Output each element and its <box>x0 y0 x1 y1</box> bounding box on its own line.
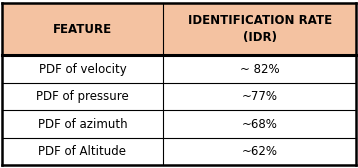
Text: ~62%: ~62% <box>242 145 278 158</box>
Bar <box>163 111 356 138</box>
Text: ~77%: ~77% <box>242 90 278 103</box>
Text: IDENTIFICATION RATE
(IDR): IDENTIFICATION RATE (IDR) <box>188 14 332 44</box>
Bar <box>163 55 356 83</box>
Bar <box>2 111 163 138</box>
Text: FEATURE: FEATURE <box>53 23 112 35</box>
Text: ~ 82%: ~ 82% <box>240 63 280 76</box>
Bar <box>163 83 356 111</box>
Text: PDF of azimuth: PDF of azimuth <box>38 118 127 131</box>
Bar <box>163 138 356 165</box>
Bar <box>2 83 163 111</box>
Text: PDF of pressure: PDF of pressure <box>36 90 129 103</box>
Bar <box>2 138 163 165</box>
Bar <box>2 3 163 55</box>
Bar <box>163 3 356 55</box>
Text: PDF of velocity: PDF of velocity <box>39 63 126 76</box>
Text: ~68%: ~68% <box>242 118 277 131</box>
Bar <box>2 55 163 83</box>
Text: PDF of Altitude: PDF of Altitude <box>38 145 126 158</box>
